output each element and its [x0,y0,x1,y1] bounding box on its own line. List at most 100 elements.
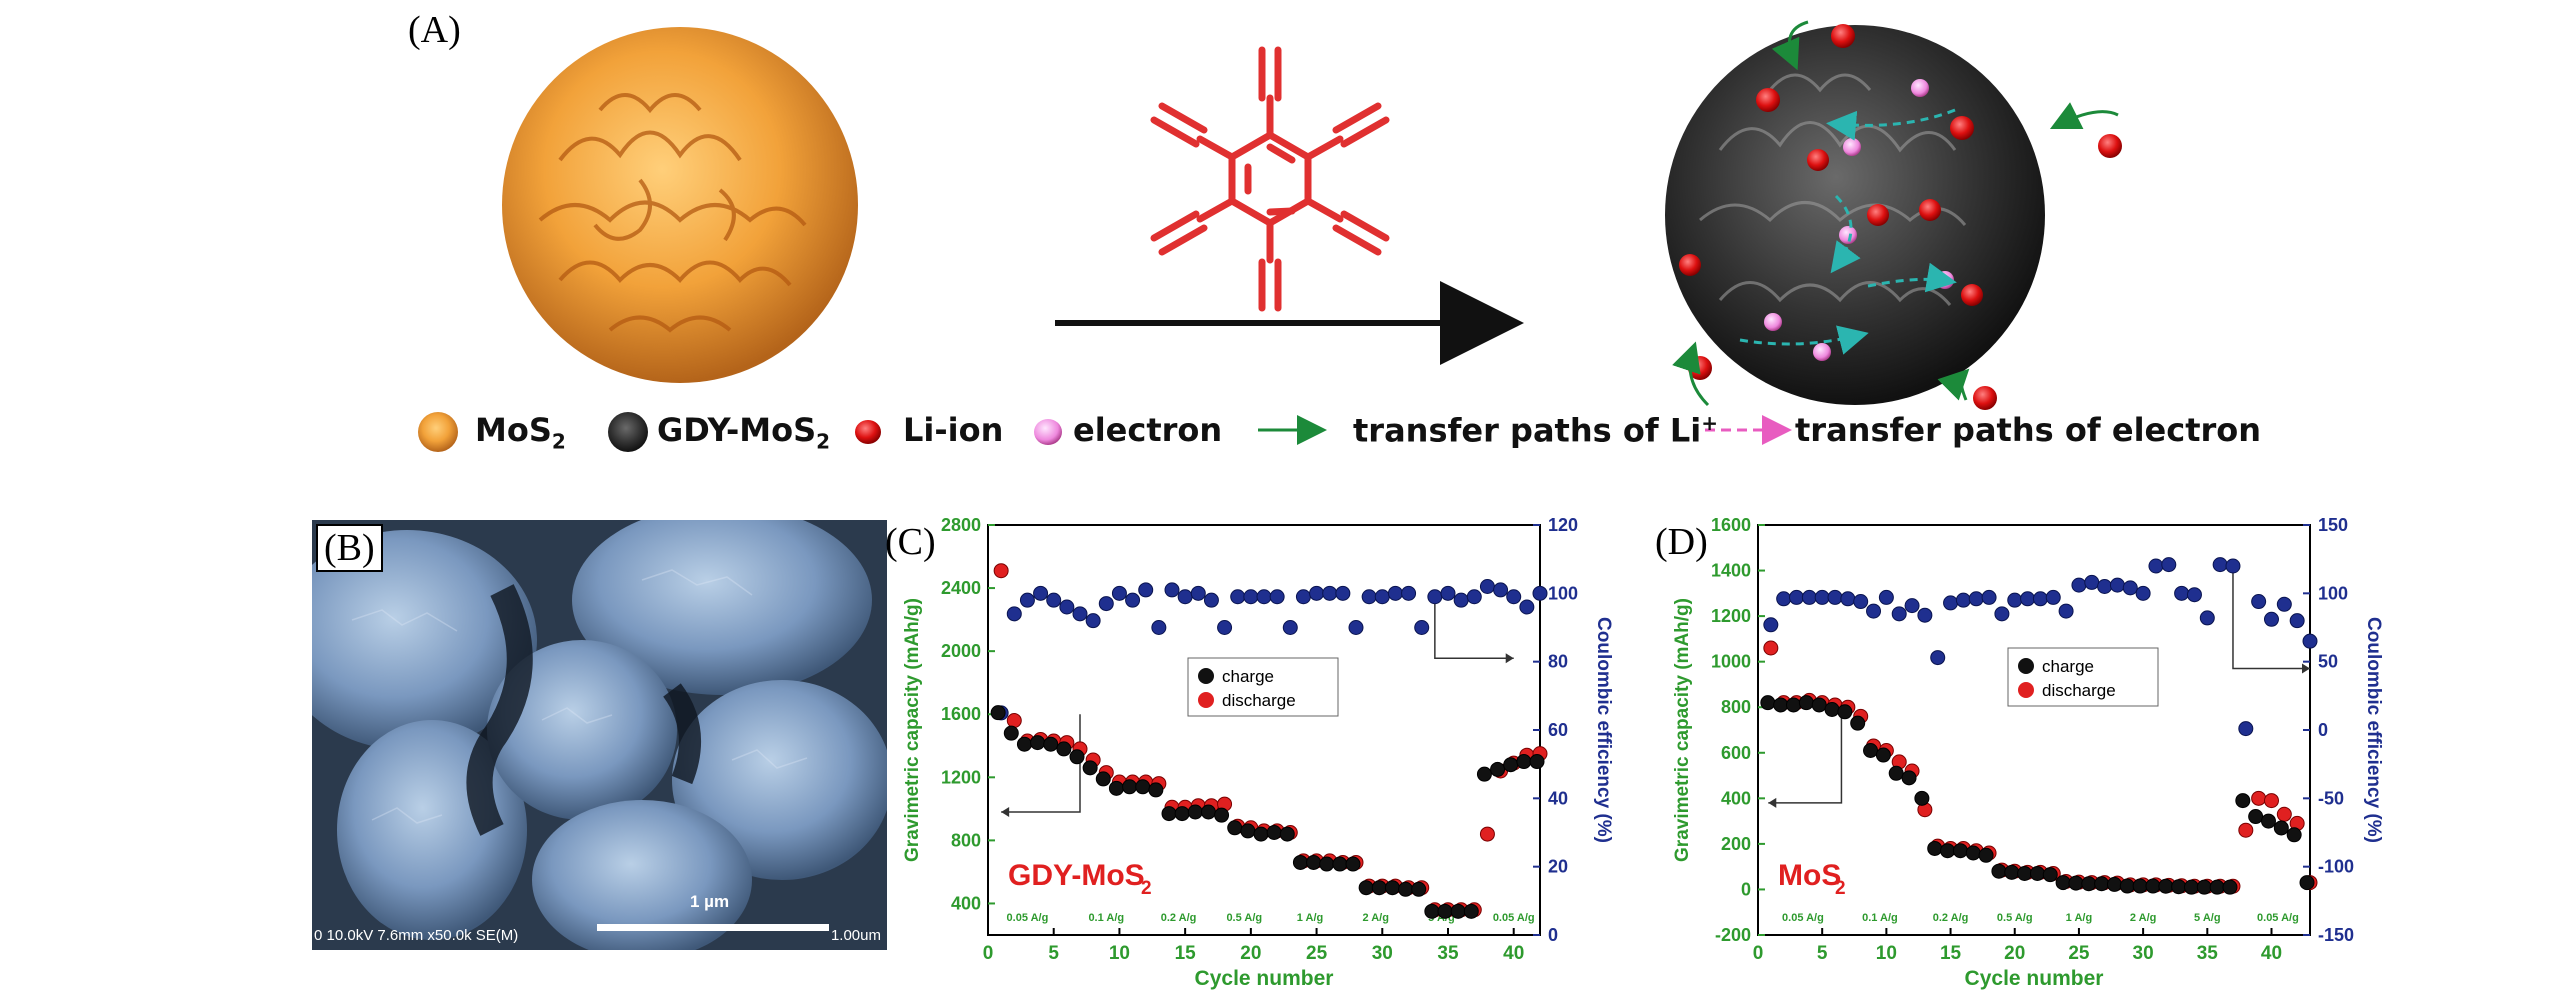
chart0-legend-charge-marker [1198,668,1214,684]
chart1-charge-point-15 [1952,843,1968,859]
chart1-left-indicator-head [1768,797,1777,808]
chart1-charge-point-21 [2029,866,2045,881]
chart0-y2tick-label-4: 80 [1548,652,1568,672]
chart1-charge-point-26 [2094,876,2110,892]
chart0-charge-point-11 [1135,779,1151,795]
chart0-ce-point-4 [1046,592,1062,608]
panel-b-label: (B) [316,524,383,572]
hexaethynylbenzene-structure [1150,46,1390,312]
legend-gdy-mos2: GDY-MoS2 [657,411,831,454]
chart0-charge-point-20 [1253,826,1269,842]
chart0-ce-point-41 [1532,585,1548,601]
chart1-charge-point-39 [2260,813,2276,829]
chart0-ce-point-20 [1256,589,1272,605]
chart0-legend-box [1187,657,1339,717]
chart0-y2tick-label-6: 120 [1548,515,1578,535]
chart0-charge-point-17 [1214,807,1230,823]
chart0-ytick-label-6: 2800 [941,515,981,535]
chart0-charge-point-13 [1161,806,1177,822]
chart0-ce-point-11 [1138,582,1154,598]
chart1-xtick-label-4: 20 [2004,943,2025,964]
gdy-mos2-sphere [1665,25,2045,405]
chart1-legend-charge-marker [2018,658,2034,674]
chart0-right-indicator-head [1505,653,1514,664]
sem-scale-label: 1 µm [690,892,730,911]
chart0-ce-point-35 [1453,592,1469,608]
chart0-ce-point-8 [1098,596,1114,612]
chart1-xtick-label-7: 35 [2197,943,2219,964]
chart1-ce-point-16 [1968,591,1984,607]
chart1-charge-point-36 [2222,879,2238,895]
chart1-ce-point-17 [1981,589,1997,605]
chart1-charge-point-35 [2209,879,2225,895]
gdy-mos2-legend-icon [608,412,648,452]
chart1-legend-box [2007,647,2159,707]
chart1-ce-point-29 [2135,585,2151,601]
chart0-xtick-label-6: 30 [1372,943,1393,964]
chart0-ce-point-33 [1427,589,1443,605]
chart1-charge-point-28 [2119,878,2135,894]
chart0-y2tick-label-3: 60 [1548,720,1568,740]
chart0-sample-label-sub: 2 [1141,878,1152,899]
chart0-ytick-label-2: 1200 [941,767,981,787]
chart1-y2tick-label-1: -100 [2318,857,2354,877]
sem-right-info: 1.00um [830,927,881,944]
chart1-rate-label-7: 0.05 A/g [2257,912,2299,924]
chart1-ce-point-37 [2238,721,2254,737]
chart0-ce-point-9 [1111,585,1127,601]
chart1-ce-point-9 [1878,589,1894,605]
chart1-ce-point-15 [1955,592,1971,608]
chart0-xtick-label-8: 40 [1503,943,1524,964]
chart1-ce-point-36 [2225,558,2241,574]
chart1-y2tick-label-0: -150 [2318,925,2354,945]
mos2-legend-icon [418,412,458,452]
chart1-ytick-label-8: 1400 [1711,561,1751,581]
chart1-xtick-label-3: 15 [1940,943,1962,964]
chart0-ce-point-30 [1387,585,1403,601]
chart1-ce-point-39 [2263,611,2279,627]
chart1-charge-point-9 [1875,747,1891,763]
chart0-ce-point-22 [1282,620,1298,635]
chart0-ce-point-28 [1361,589,1377,605]
chart1-ce-point-1 [1776,591,1792,607]
chart0-charge-point-19 [1240,823,1256,839]
chart0-rate-label-0: 0.05 A/g [1007,912,1049,924]
chart1-rate-label-6: 5 A/g [2194,912,2221,924]
chart0-left-indicator-head [1001,807,1010,817]
chart1-ytick-label-7: 1200 [1711,606,1751,626]
chart1-discharge-point-37 [2238,822,2254,838]
electron-legend-icon [1034,419,1062,445]
chart1-charge-point-38 [2248,809,2264,825]
chart0-y2tick-label-2: 40 [1548,788,1568,808]
chart1-xtick-label-1: 5 [1817,943,1828,964]
chart1-charge-point-20 [2017,866,2033,881]
chart1-ce-point-20 [2020,591,2036,607]
chart0-charge-point-34 [1437,903,1453,919]
chart0-ce-point-10 [1125,592,1141,608]
chart0-xtick-label-2: 10 [1109,943,1130,964]
panel-a-label: (A) [408,9,461,51]
chart1-ce-point-34 [2199,610,2215,626]
chart1-charge-point-41 [2286,827,2302,843]
chart0-xtick-label-7: 35 [1437,943,1459,964]
chart1-charge-point-42 [2299,875,2315,891]
chart1-xtick-label-5: 25 [2068,943,2090,964]
chart1-charge-point-7 [1850,715,1866,731]
chart1-ce-point-21 [2032,591,2048,607]
chart0-charge-point-0 [990,705,1006,721]
chart1-y2tick-label-5: 100 [2318,583,2348,603]
chart1-charge-point-29 [2132,878,2148,894]
chart1-charge-point-4 [1811,697,1827,713]
legend-li-path: transfer paths of Li+ [1353,411,1718,450]
chart1-ytick-label-0: -200 [1715,925,1751,945]
legend-li-ion: Li-ion [903,411,1004,449]
chart0-charge-point-18 [1227,820,1243,836]
chart0-y2tick-label-1: 20 [1548,857,1568,877]
chart0-ce-point-5 [1059,599,1075,615]
chart1-xtick-label-6: 30 [2133,943,2154,964]
chart1-rate-label-2: 0.2 A/g [1933,912,1969,924]
chart0-xtick-label-4: 20 [1240,943,1261,964]
chart0-charge-point-40 [1516,754,1532,770]
chart1-charge-point-13 [1927,840,1943,856]
chart1-charge-point-12 [1914,790,1930,806]
